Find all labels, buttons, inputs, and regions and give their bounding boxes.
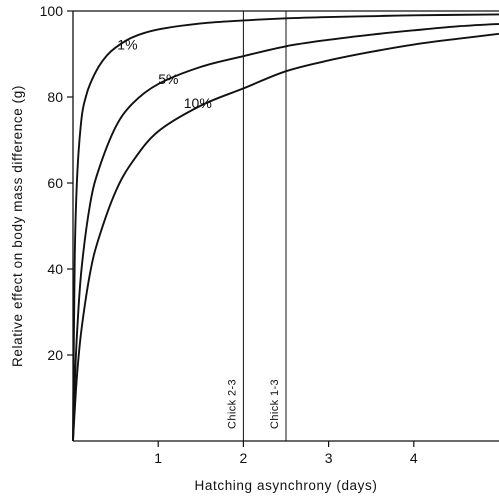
y-tick-label: 80	[47, 89, 63, 105]
series-lines	[72, 13, 499, 442]
x-tick-label: 1	[154, 450, 162, 466]
series-line	[72, 13, 499, 442]
x-tick-label: 4	[410, 450, 418, 466]
y-axis-title: Relative effect on body mass difference …	[10, 85, 25, 367]
y-tick-label: 40	[47, 261, 63, 277]
y-ticks: 20 40 60 80 100	[40, 3, 73, 363]
y-tick-label: 100	[40, 3, 64, 19]
series-label: 10%	[184, 95, 212, 111]
series-line	[72, 32, 499, 442]
y-tick-label: 20	[47, 347, 63, 363]
x-ticks: 1 2 3 4	[154, 441, 418, 466]
y-tick-label: 60	[47, 175, 63, 191]
x-tick-label: 3	[325, 450, 333, 466]
reference-line-label: Chick 1-3	[269, 379, 281, 429]
series-label: 5%	[158, 71, 178, 87]
reference-lines: Chick 2-3 Chick 1-3	[226, 11, 287, 441]
x-axis-title: Hatching asynchrony (days)	[195, 478, 378, 493]
series-line	[72, 22, 499, 442]
x-tick-label: 2	[240, 450, 248, 466]
reference-line-label: Chick 2-3	[226, 379, 238, 429]
series-labels: 1% 5% 10%	[117, 37, 211, 111]
series-label: 1%	[117, 37, 137, 53]
